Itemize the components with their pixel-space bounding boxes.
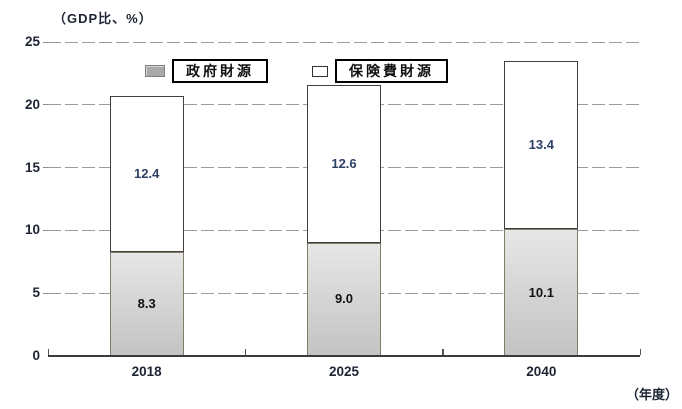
- y-axis-tick-10: [43, 229, 49, 231]
- bar-value-label-政府財源-2018: 8.3: [137, 295, 156, 311]
- y-axis-label-20: 20: [24, 96, 40, 112]
- x-axis-label-2018: 2018: [131, 364, 162, 379]
- x-axis-tick-0: [47, 349, 49, 355]
- x-axis-label-2040: 2040: [526, 364, 557, 379]
- y-axis-tick-15: [43, 167, 49, 169]
- y-axis-label-15: 15: [24, 159, 40, 175]
- y-axis-label-25: 25: [24, 34, 40, 49]
- bar-value-label-保険費財源-2018: 12.4: [134, 165, 160, 181]
- legend-swatch-government: [145, 65, 165, 77]
- legend: 政府財源 保険費財源: [145, 59, 448, 83]
- legend-swatch-premium: [312, 65, 328, 77]
- y-axis-label-10: 10: [24, 222, 40, 238]
- y-axis-label-0: 0: [32, 348, 40, 363]
- bar-segment-保険費財源-2040: [504, 60, 579, 230]
- x-axis-line: [48, 355, 640, 357]
- y-axis-tick-5: [43, 292, 49, 294]
- bar-value-label-保険費財源-2040: 13.4: [528, 136, 554, 152]
- x-axis-tick-1: [244, 349, 247, 355]
- bar-segment-保険費財源-2025: [307, 84, 381, 243]
- bar-segment-政府財源-2018: [109, 251, 184, 356]
- bar-segment-保険費財源-2018: [109, 96, 184, 252]
- legend-label-government: 政府財源: [172, 59, 268, 83]
- bar-value-label-政府財源-2040: 10.1: [528, 284, 554, 300]
- x-axis-unit-label: （年度）: [626, 387, 679, 402]
- y-axis-unit-label: （GDP比、%）: [53, 11, 153, 26]
- legend-label-premium: 保険費財源: [335, 59, 448, 83]
- x-axis-label-2025: 2025: [328, 364, 360, 379]
- y-axis-label-5: 5: [32, 285, 40, 301]
- x-axis-tick-2: [442, 349, 444, 355]
- bar-segment-政府財源-2040: [504, 229, 579, 356]
- bar-value-label-政府財源-2025: 9.0: [334, 291, 354, 307]
- y-axis-tick-25: [43, 41, 49, 43]
- bar-segment-政府財源-2025: [307, 242, 381, 356]
- legend-item-premium: 保険費財源: [312, 59, 448, 83]
- gridline-25: [48, 41, 640, 43]
- legend-item-government: 政府財源: [145, 59, 268, 83]
- bar-value-label-保険費財源-2025: 12.6: [331, 155, 357, 171]
- y-axis-tick-20: [43, 104, 49, 106]
- x-axis-tick-3: [639, 349, 641, 355]
